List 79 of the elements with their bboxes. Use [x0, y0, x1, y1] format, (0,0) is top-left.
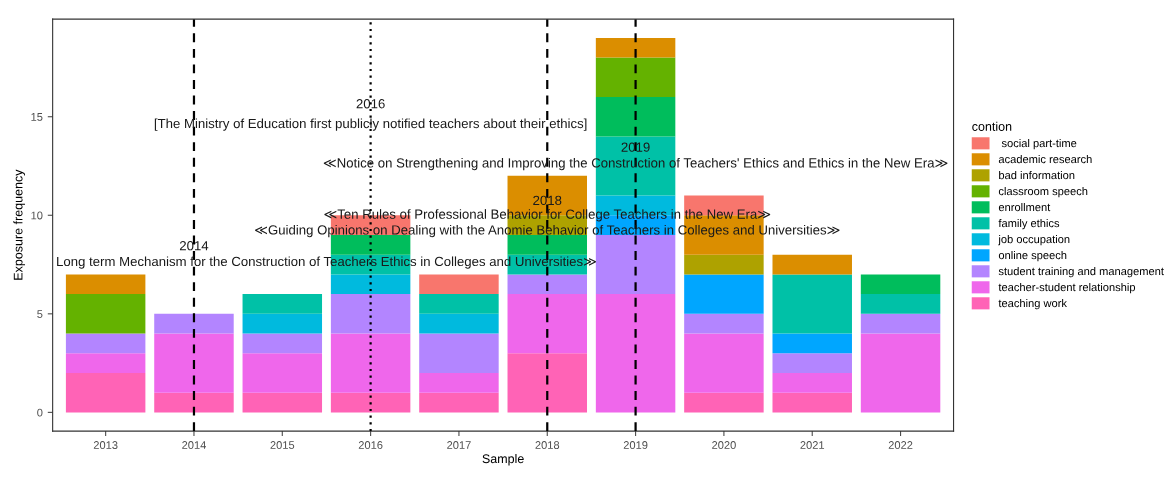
bar: [65, 274, 146, 295]
bar: [595, 294, 676, 413]
bar: [242, 294, 323, 314]
y-axis-title: Exposure frequency: [13, 169, 26, 280]
bar: [860, 333, 941, 413]
legend-label: teaching work: [998, 298, 1067, 310]
bar: [330, 294, 411, 334]
bar: [242, 353, 323, 393]
x-tick-label: 2017: [447, 441, 471, 449]
x-tick-label: 2015: [270, 441, 295, 449]
bar: [65, 372, 146, 413]
bar: [507, 274, 588, 295]
annotation: [The Ministry of Education first publicly notified teachers about their ethics]: [154, 118, 587, 131]
x-axis-title: Sample: [482, 453, 524, 466]
bar: [595, 37, 676, 58]
bar: [65, 294, 146, 334]
legend-label: student training and management: [998, 266, 1164, 278]
bar: [242, 392, 323, 413]
bar: [860, 313, 941, 334]
bar: [595, 57, 676, 98]
legend-label: enrollment: [998, 202, 1051, 212]
x-tick-label: 2013: [93, 441, 118, 449]
bar: [419, 274, 499, 295]
bar: [684, 333, 764, 393]
bar: [684, 313, 764, 334]
x-tick-label: 2016: [358, 441, 383, 449]
legend-label: social part-time: [1001, 138, 1077, 150]
x-tick-label: 2018: [535, 441, 560, 449]
bar: [330, 333, 411, 393]
x-tick-label: 2019: [623, 441, 648, 449]
bar: [419, 392, 499, 413]
bar: [860, 294, 941, 314]
bar: [419, 294, 499, 314]
bar: [419, 372, 499, 393]
bar: [772, 353, 852, 373]
y-tick-label: 0: [37, 408, 43, 417]
bar: [330, 392, 411, 413]
x-tick-label: 2022: [888, 441, 913, 449]
bar: [772, 372, 852, 393]
bar: [507, 353, 588, 413]
legend-label: job occupation: [998, 234, 1070, 246]
bar: [330, 274, 411, 295]
y-tick-label: 10: [31, 211, 43, 220]
annotation: 2018: [533, 195, 562, 206]
bar: [154, 333, 234, 393]
annotation: 2014: [179, 241, 209, 251]
bar: [772, 274, 852, 334]
bar: [684, 274, 764, 314]
legend-title: contion: [972, 121, 1012, 131]
y-tick-label: 5: [37, 310, 43, 318]
bar: [684, 254, 764, 275]
bar: [772, 392, 852, 413]
bar: [419, 333, 499, 373]
bar: [772, 333, 852, 354]
x-tick-label: 2020: [712, 441, 736, 449]
legend-label: online speech: [998, 250, 1067, 262]
legend-label: classroom speech: [998, 186, 1088, 198]
x-tick-label: 2021: [800, 441, 825, 449]
x-tick-label: 2014: [182, 441, 206, 449]
bar: [595, 97, 676, 137]
bar: [242, 333, 323, 354]
bar: [684, 392, 764, 413]
legend-label: academic research: [998, 154, 1092, 164]
legend-label: teacher-student relationship: [998, 282, 1136, 294]
bar: [419, 313, 499, 334]
bar: [154, 313, 234, 334]
bar: [242, 313, 323, 334]
bar: [507, 234, 588, 255]
bar: [65, 353, 146, 373]
legend-label: family ethics: [998, 218, 1060, 230]
bar: [595, 234, 676, 295]
annotation: 2016: [356, 99, 385, 109]
y-tick-label: 15: [31, 113, 43, 121]
bar: [65, 333, 146, 354]
legend-label: bad information: [999, 170, 1075, 180]
bar: [154, 392, 234, 413]
bar: [507, 294, 588, 354]
bar: [772, 254, 852, 275]
bar: [860, 274, 941, 295]
